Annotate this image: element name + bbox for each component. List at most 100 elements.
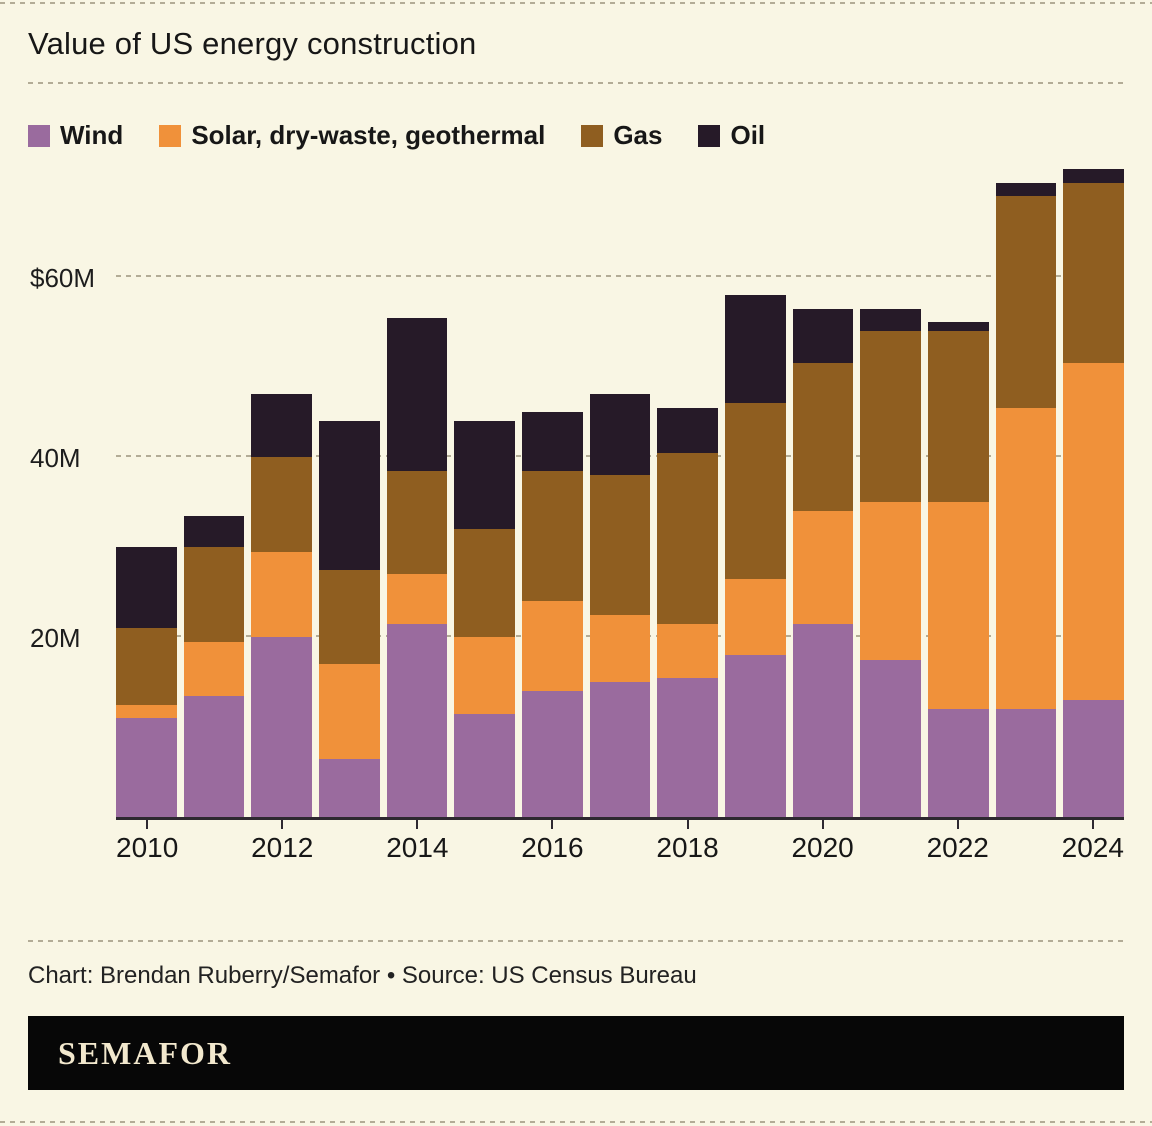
bar-segment — [792, 362, 854, 511]
bar-segment — [860, 659, 922, 817]
bar-segment — [1063, 362, 1125, 700]
x-axis-tick — [686, 820, 689, 829]
x-slot — [996, 820, 1055, 870]
x-axis-tick — [1091, 820, 1094, 829]
bar-2024 — [1063, 169, 1125, 817]
bar-segment — [319, 758, 380, 817]
bar-segment — [116, 704, 177, 718]
bar-segment — [454, 529, 516, 637]
bar-2014 — [386, 317, 448, 817]
legend-item: Wind — [28, 120, 123, 151]
bar-segment — [657, 623, 719, 678]
bar-segment — [183, 547, 245, 642]
bar-segment — [995, 182, 1057, 196]
x-axis-tick-label: 2010 — [116, 832, 179, 863]
x-axis-labels: 2010 2012 2014 2016 2018 2020 2022 2024 — [116, 820, 1124, 870]
y-axis-tick-label: $60M — [30, 263, 96, 293]
bar-segment — [522, 691, 583, 817]
bar-segment — [589, 394, 651, 475]
chart: 20M 40M $60M 2010 2012 2014 2016 2018 2020 2022 2… — [28, 165, 1125, 870]
bar-segment — [386, 317, 448, 471]
bar-segment — [657, 452, 719, 624]
y-axis-tick-label: 40M — [30, 443, 81, 473]
x-slot: 2010 — [116, 820, 178, 870]
footer-divider — [28, 940, 1124, 942]
bar-2010 — [116, 547, 177, 817]
x-slot — [726, 820, 785, 870]
x-slot — [455, 820, 514, 870]
bar-segment — [386, 623, 448, 817]
x-slot: 2018 — [656, 820, 719, 870]
bar-segment — [183, 515, 245, 547]
bar-segment — [319, 569, 380, 664]
x-axis-tick-label: 2020 — [791, 832, 854, 863]
x-axis-tick — [281, 820, 284, 829]
bar-segment — [589, 614, 651, 682]
bar-segment — [995, 407, 1057, 709]
bar-segment — [454, 713, 516, 817]
bar-segment — [251, 394, 313, 457]
bar-segment — [319, 664, 380, 759]
bar-segment — [725, 403, 786, 579]
x-slot — [320, 820, 379, 870]
x-slot — [591, 820, 650, 870]
bar-segment — [454, 637, 516, 714]
bar-2019 — [725, 295, 786, 817]
bar-2011 — [183, 515, 245, 817]
bar-segment — [928, 322, 989, 331]
bars-row — [116, 169, 1125, 817]
bar-segment — [251, 637, 313, 817]
legend-item: Solar, dry-waste, geothermal — [159, 120, 545, 151]
y-axis-labels: 20M 40M $60M — [28, 165, 116, 820]
bar-segment — [386, 574, 448, 624]
x-axis-tick-label: 2016 — [521, 832, 584, 863]
legend-item: Oil — [698, 120, 765, 151]
legend-label: Solar, dry-waste, geothermal — [191, 120, 546, 150]
bar-segment — [183, 695, 245, 817]
bar-2017 — [589, 394, 651, 817]
bar-segment — [725, 295, 786, 403]
x-slot: 2022 — [927, 820, 989, 870]
legend-label: Gas — [613, 120, 663, 150]
bar-segment — [522, 412, 583, 471]
semafor-logo: SEMAFOR — [58, 1034, 232, 1071]
legend: Wind Solar, dry-waste, geothermal Gas Oil — [28, 120, 1124, 151]
bar-segment — [116, 628, 177, 705]
bar-segment — [1063, 169, 1125, 183]
x-axis-tick-label: 2024 — [1061, 832, 1124, 863]
bar-segment — [928, 502, 989, 709]
x-axis-tick — [821, 820, 824, 829]
x-slot: 2020 — [791, 820, 854, 870]
bar-2021 — [860, 308, 922, 817]
bar-2022 — [928, 322, 989, 817]
x-slot: 2024 — [1062, 820, 1124, 870]
legend-swatch — [159, 124, 182, 147]
x-slot — [185, 820, 244, 870]
legend-swatch — [581, 124, 604, 147]
x-axis-tick — [146, 820, 149, 829]
bottom-border — [0, 1121, 1152, 1123]
bar-segment — [725, 655, 786, 817]
bar-segment — [454, 421, 516, 529]
bar-segment — [928, 331, 989, 502]
bar-segment — [1063, 700, 1125, 817]
bar-segment — [860, 502, 922, 660]
bar-segment — [589, 682, 651, 817]
x-axis-tick-label: 2012 — [251, 832, 314, 863]
bar-2013 — [319, 421, 380, 817]
bar-segment — [860, 331, 922, 502]
bar-2015 — [454, 421, 516, 817]
bar-2023 — [995, 182, 1057, 817]
bar-segment — [792, 623, 854, 817]
legend-item: Gas — [581, 120, 662, 151]
bar-segment — [522, 470, 583, 601]
legend-swatch — [28, 124, 50, 147]
bar-segment — [995, 709, 1057, 817]
x-slot: 2016 — [521, 820, 584, 870]
header-divider — [28, 82, 1124, 84]
bar-segment — [251, 457, 313, 552]
bar-segment — [116, 718, 177, 817]
top-border — [0, 2, 1152, 4]
bar-segment — [860, 308, 922, 331]
bar-segment — [928, 709, 989, 817]
